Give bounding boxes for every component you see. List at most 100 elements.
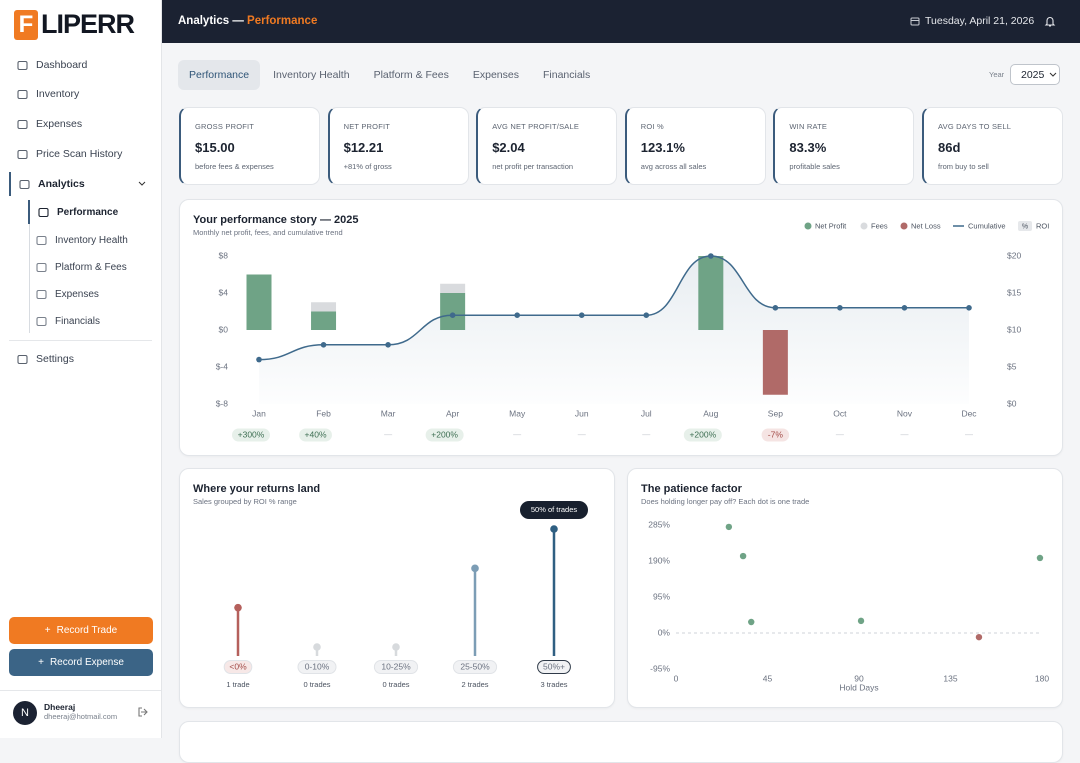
cumulative-point <box>449 312 456 318</box>
nav-icon <box>36 289 47 299</box>
roi-label-bg <box>299 428 332 442</box>
legend-label: Fees <box>871 221 888 230</box>
top-bar: Analytics — Performance Tuesday, April 2… <box>162 0 1080 43</box>
y-tick-label: $-8 <box>216 398 229 408</box>
bar <box>246 274 272 330</box>
kpi-note: before fees & expenses <box>195 162 274 171</box>
y-tick-label: $-4 <box>216 361 229 371</box>
patience-chart: The patience factor Does holding longer p… <box>641 483 1049 692</box>
nav-item[interactable]: Expenses <box>9 112 153 136</box>
logout-icon[interactable] <box>137 706 149 718</box>
nav-item[interactable]: Inventory <box>9 82 153 106</box>
y-tick-label: $4 <box>219 287 229 297</box>
kpi-note: profitable sales <box>789 162 840 171</box>
tab[interactable]: Performance <box>178 60 261 90</box>
category-label: 25-50% <box>460 661 490 671</box>
chart-subtitle: Sales grouped by ROI % range <box>193 497 297 506</box>
record-expense-button[interactable]: + Record Expense <box>9 649 153 676</box>
roi-label: — <box>965 430 973 439</box>
point <box>975 633 983 641</box>
y-tick-label: $0 <box>219 324 229 334</box>
tab[interactable]: Inventory Health <box>273 69 350 81</box>
nav-icon <box>17 119 28 129</box>
kpi-label: AVG DAYS TO SELL <box>938 122 1012 131</box>
nav-icon <box>19 179 30 189</box>
cumulative-point <box>256 356 262 363</box>
cumulative-point <box>385 342 391 348</box>
y2-tick-label: $20 <box>1007 250 1021 260</box>
bell-icon[interactable] <box>1044 15 1056 27</box>
nav-item[interactable]: Dashboard <box>9 53 153 77</box>
patience-card: The patience factor Does holding longer p… <box>627 468 1063 708</box>
category-label-bg <box>373 660 419 674</box>
logo-text: LIPERR <box>41 9 135 39</box>
roi-label: +200% <box>689 429 716 439</box>
y-tick-label: $8 <box>219 250 229 260</box>
kpi-label: GROSS PROFIT <box>195 122 255 131</box>
y-tick-label: 0% <box>658 627 671 637</box>
nav-label: Inventory <box>36 88 80 100</box>
dot <box>234 603 242 612</box>
next-card <box>179 721 1063 763</box>
roi-label: — <box>900 430 908 439</box>
nav-item[interactable]: Analytics <box>9 172 155 196</box>
subnav-item[interactable]: Inventory Health <box>28 228 152 252</box>
tab[interactable]: Expenses <box>472 69 519 81</box>
bar <box>440 293 466 330</box>
chart-subtitle: Does holding longer pay off? Each dot is… <box>641 497 809 506</box>
subnav-label: Performance <box>57 206 119 218</box>
chart-title: The patience factor <box>641 483 743 495</box>
x-tick-label: Mar <box>381 408 396 418</box>
value-label: 3 trades <box>540 680 567 689</box>
nav-icon <box>17 89 28 99</box>
nav-item[interactable]: Price Scan History <box>9 142 153 166</box>
returns-chart: Where your returns land Sales grouped by … <box>193 483 588 689</box>
x-tick-label: Dec <box>961 408 977 418</box>
page-name: Performance <box>247 15 318 27</box>
roi-label-bg <box>425 428 464 442</box>
subnav-item[interactable]: Platform & Fees <box>28 255 152 279</box>
sidebar: F LIPERR + Record Trade + Record Expense N… <box>0 0 162 738</box>
x-tick-label: 90 <box>854 673 864 683</box>
nav-item[interactable]: Settings <box>9 347 153 371</box>
divider <box>9 340 152 341</box>
point <box>748 618 755 626</box>
bar <box>762 330 788 395</box>
legend-swatch <box>804 222 812 230</box>
legend-swatch <box>860 222 868 230</box>
legend-swatch <box>1018 221 1032 231</box>
subnav-rail <box>29 200 30 333</box>
point <box>857 617 865 625</box>
chart-title: Where your returns land <box>193 483 320 495</box>
roi-label: — <box>384 430 392 439</box>
tab[interactable]: Financials <box>542 69 591 81</box>
cumulative-point <box>837 305 843 311</box>
button-label: Record Expense <box>49 657 124 668</box>
dot <box>392 643 400 651</box>
kpi-card: WIN RATE 83.3% profitable sales <box>773 107 915 185</box>
roi-label: +40% <box>305 429 327 439</box>
subnav-item[interactable]: Financials <box>28 309 152 333</box>
roi-label: — <box>578 430 586 439</box>
nav-label: Expenses <box>36 118 83 130</box>
kpi-note: net profit per transaction <box>492 162 574 171</box>
nav-icon <box>36 316 47 326</box>
avatar[interactable]: N <box>13 701 37 725</box>
x-tick-label: 180 <box>1035 673 1049 683</box>
category-label-bg <box>537 660 571 674</box>
cumulative-point <box>578 312 585 318</box>
subnav-label: Financials <box>55 315 101 327</box>
roi-label-bg <box>761 428 790 442</box>
record-trade-button[interactable]: + Record Trade <box>9 617 153 644</box>
legend-swatch <box>900 222 908 230</box>
chart-title: Your performance story — 2025 <box>193 214 358 226</box>
year-select[interactable]: 2025 <box>1010 64 1060 85</box>
bar <box>698 256 724 330</box>
subnav-item[interactable]: Performance <box>28 200 154 224</box>
subnav-item[interactable]: Expenses <box>28 282 152 306</box>
kpi-note: +81% of gross <box>343 162 392 171</box>
tab[interactable]: Platform & Fees <box>373 69 449 81</box>
bar <box>311 311 337 330</box>
